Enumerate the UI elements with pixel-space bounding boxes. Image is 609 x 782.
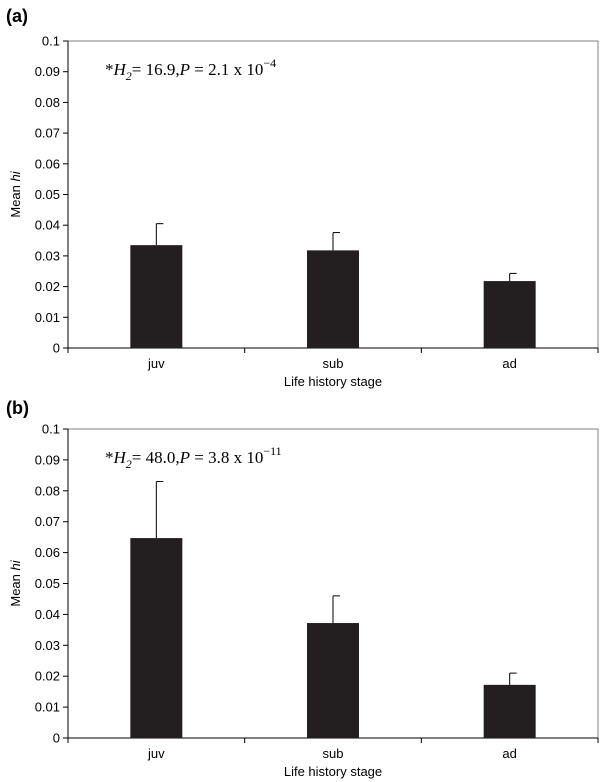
x-tick-label: juv xyxy=(147,356,165,371)
y-tick-label: 0.04 xyxy=(35,218,60,233)
chart-panel-a: (a) 0 0.01 0.02 0.03 0.04 0.05 0.06 0.07 0.08 0.09… xyxy=(6,6,599,389)
y-tick-label: 0.06 xyxy=(35,156,60,171)
y-tick-label: 0.09 xyxy=(35,452,60,467)
y-tick-label: 0.07 xyxy=(35,126,60,141)
y-tick-label: 0.08 xyxy=(35,95,60,110)
y-tick-label: 0.02 xyxy=(35,669,60,684)
y-tick-label: 0.02 xyxy=(35,279,60,294)
y-tick-label: 0.01 xyxy=(35,700,60,715)
y-tick-label: 0.03 xyxy=(35,248,60,263)
y-axis-title: Mean hi xyxy=(8,559,23,606)
y-tick-label: 0 xyxy=(53,731,60,746)
panel-label: (b) xyxy=(6,398,29,418)
x-tick-label: juv xyxy=(147,746,165,761)
x-tick-label: ad xyxy=(502,746,516,761)
y-tick-label: 0.05 xyxy=(35,576,60,591)
bar-juv xyxy=(130,245,183,348)
x-tick-label: ad xyxy=(502,356,516,371)
y-tick-label: 0.06 xyxy=(35,545,60,560)
y-tick-label: 0.07 xyxy=(35,514,60,529)
stats-annotation: *H2= 16.9,P = 2.1 x 10−4 xyxy=(105,56,276,83)
y-tick-label: 0.04 xyxy=(35,607,60,622)
y-tick-label: 0.09 xyxy=(35,64,60,79)
bar-sub xyxy=(307,623,359,738)
bar-juv xyxy=(130,538,183,738)
bar-ad xyxy=(483,281,536,348)
x-axis-title: Life history stage xyxy=(284,374,382,389)
plot-frame xyxy=(68,428,599,738)
plot-frame xyxy=(68,40,599,348)
x-tick-label: sub xyxy=(323,356,344,371)
panel-label: (a) xyxy=(6,6,28,26)
x-axis-title: Life history stage xyxy=(284,764,382,779)
bar-ad xyxy=(483,684,536,738)
y-tick-label: 0.08 xyxy=(35,483,60,498)
y-tick-label: 0.03 xyxy=(35,638,60,653)
y-axis-title: Mean hi xyxy=(8,170,23,217)
x-tick-label: sub xyxy=(323,746,344,761)
y-tick-label: 0.1 xyxy=(42,422,60,437)
stats-annotation: *H2= 48.0,P = 3.8 x 10−11 xyxy=(105,444,282,471)
bar-sub xyxy=(307,250,359,348)
y-tick-label: 0.01 xyxy=(35,310,60,325)
chart-panel-b: (b) 0 0.01 0.02 0.03 0.04 0.05 0.06 0.07 0.08 0.09… xyxy=(6,398,599,779)
y-tick-label: 0.05 xyxy=(35,187,60,202)
y-tick-label: 0 xyxy=(53,341,60,356)
y-tick-label: 0.1 xyxy=(42,34,60,49)
